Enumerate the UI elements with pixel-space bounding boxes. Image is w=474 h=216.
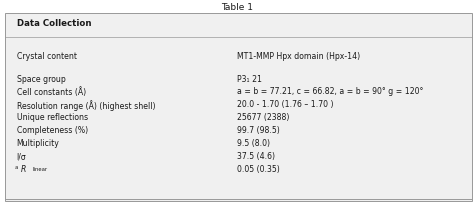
Text: 9.5 (8.0): 9.5 (8.0): [237, 139, 270, 148]
Text: Data Collection: Data Collection: [17, 19, 91, 29]
Text: 25677 (2388): 25677 (2388): [237, 113, 289, 122]
Text: Table 1: Table 1: [221, 3, 253, 12]
Text: a = b = 77.21, c = 66.82, a = b = 90° g = 120°: a = b = 77.21, c = 66.82, a = b = 90° g …: [237, 87, 423, 97]
Text: 20.0 - 1.70 (1.76 – 1.70 ): 20.0 - 1.70 (1.76 – 1.70 ): [237, 100, 334, 110]
Text: R: R: [20, 165, 26, 174]
Text: Resolution range (Å) (highest shell): Resolution range (Å) (highest shell): [17, 100, 155, 111]
Text: 37.5 (4.6): 37.5 (4.6): [237, 152, 275, 161]
Text: 0.05 (0.35): 0.05 (0.35): [237, 165, 280, 174]
Text: 99.7 (98.5): 99.7 (98.5): [237, 126, 280, 135]
Text: Completeness (%): Completeness (%): [17, 126, 88, 135]
Text: linear: linear: [32, 167, 47, 172]
Text: P3₁ 21: P3₁ 21: [237, 75, 262, 84]
FancyBboxPatch shape: [5, 13, 472, 201]
Text: MT1-MMP Hpx domain (Hpx-14): MT1-MMP Hpx domain (Hpx-14): [237, 52, 360, 61]
Text: a: a: [14, 165, 18, 170]
Text: I/σ: I/σ: [17, 152, 27, 161]
Text: Multiplicity: Multiplicity: [17, 139, 59, 148]
Text: Crystal content: Crystal content: [17, 52, 77, 61]
Text: Space group: Space group: [17, 75, 65, 84]
Text: Unique reflections: Unique reflections: [17, 113, 88, 122]
Text: Cell constants (Å): Cell constants (Å): [17, 87, 86, 97]
